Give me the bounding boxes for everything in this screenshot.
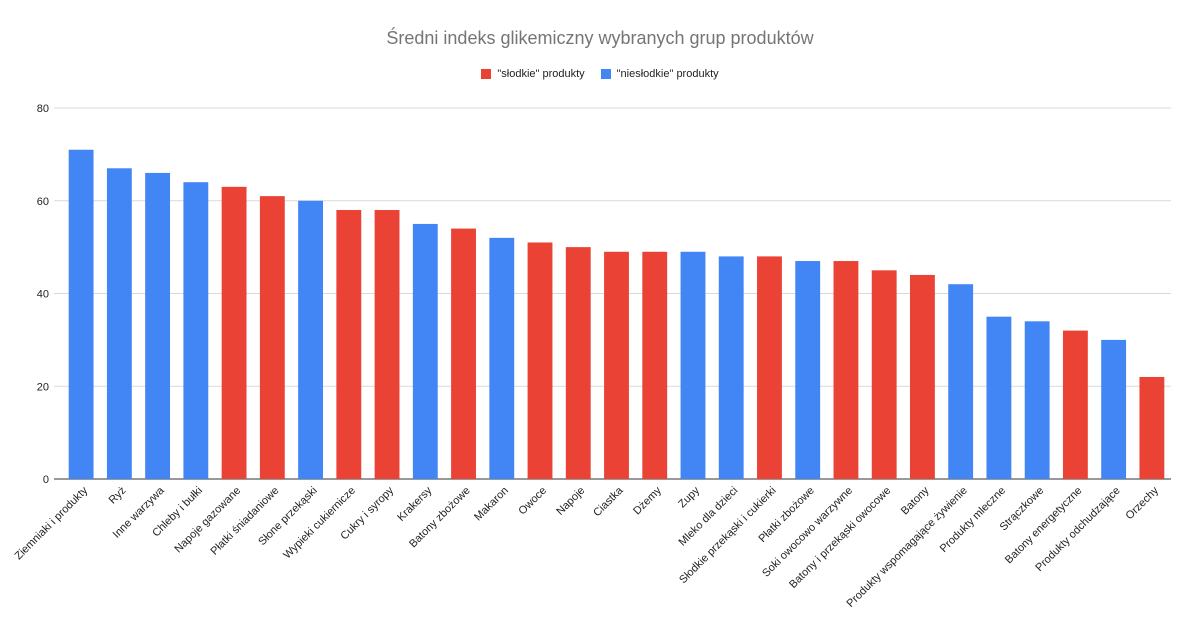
- bar: [183, 182, 209, 479]
- legend-item-sweet: "słodkie" produkty: [481, 68, 585, 80]
- x-tick-label: Batony: [899, 484, 932, 517]
- x-tick-label: Krakersy: [395, 484, 435, 524]
- chart-legend: "słodkie" produkty "niesłodkie" produkty: [0, 68, 1200, 80]
- bar: [68, 149, 94, 480]
- bar: [336, 210, 362, 479]
- legend-swatch-nonsweet: [600, 69, 611, 79]
- bar: [1024, 321, 1050, 479]
- bar: [718, 256, 744, 479]
- bar: [642, 251, 668, 479]
- legend-label-nonsweet: "niesłodkie" produkty: [616, 68, 719, 80]
- bar: [527, 242, 553, 479]
- bar: [833, 261, 859, 479]
- bar: [680, 251, 706, 479]
- y-tick-label: 20: [37, 381, 49, 393]
- bar: [451, 228, 476, 479]
- legend-item-nonsweet: "niesłodkie" produkty: [600, 68, 719, 80]
- bar: [298, 200, 323, 479]
- x-tick-label: Ziemniaki i produkty: [13, 484, 91, 562]
- bar: [910, 274, 935, 479]
- bar: [948, 284, 974, 479]
- bar: [1139, 376, 1165, 479]
- y-tick-label: 80: [37, 103, 49, 115]
- bar: [604, 251, 629, 479]
- x-tick-label: Zupy: [676, 484, 702, 510]
- bar: [1101, 339, 1127, 479]
- x-tick-label: Produkty mleczne: [938, 485, 1008, 555]
- bar: [221, 186, 247, 479]
- x-tick-label: Napoje: [554, 485, 587, 518]
- x-tick-label: Dżemy: [631, 484, 664, 517]
- bar: [871, 270, 897, 479]
- x-tick-label: Ciastka: [591, 484, 626, 519]
- bar: [795, 261, 821, 479]
- bar: [489, 237, 515, 479]
- chart-title: Średni indeks glikemiczny wybranych grup…: [386, 28, 814, 48]
- bar: [757, 256, 782, 479]
- bar: [1062, 330, 1088, 479]
- bar: [145, 172, 171, 480]
- x-tick-label: Orzechy: [1124, 484, 1162, 522]
- x-tick-label: Wypieki cukiernicze: [281, 485, 358, 562]
- x-tick-label: Ryż: [107, 485, 129, 507]
- bar: [374, 210, 400, 479]
- x-tick-label: Makaron: [472, 485, 511, 524]
- bar: [106, 168, 132, 479]
- bar: [565, 247, 591, 479]
- y-tick-label: 0: [43, 474, 49, 486]
- legend-label-sweet: "słodkie" produkty: [497, 68, 585, 80]
- y-tick-label: 40: [37, 289, 49, 301]
- bar: [412, 223, 438, 479]
- bar: [259, 196, 285, 480]
- x-tick-label: Napoje gazowane: [172, 485, 243, 556]
- y-tick-label: 60: [37, 196, 49, 208]
- x-tick-label: Owoce: [516, 485, 549, 518]
- legend-swatch-sweet: [481, 69, 492, 79]
- bar: [986, 316, 1012, 479]
- x-tick-label: Płatki śniadaniowe: [209, 485, 282, 558]
